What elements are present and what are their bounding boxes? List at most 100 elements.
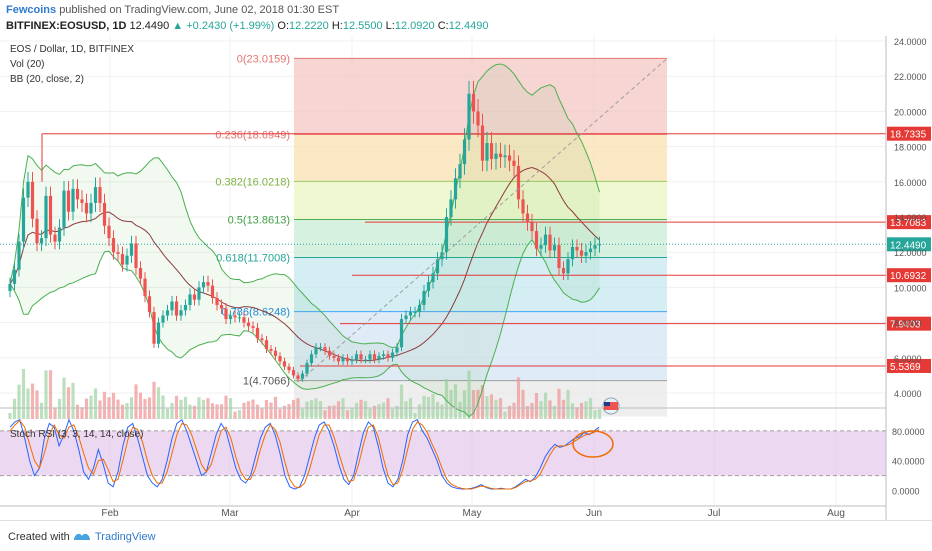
- candle-body: [458, 164, 462, 179]
- author-name[interactable]: Fewcoins: [6, 4, 57, 16]
- candle-body: [336, 357, 341, 362]
- price-tick-label: 4.0000: [894, 389, 922, 399]
- candle-body: [116, 252, 120, 254]
- candle-body: [453, 178, 458, 200]
- volume-bar: [584, 401, 588, 419]
- candle-body: [503, 155, 507, 158]
- volume-bar: [386, 398, 390, 419]
- volume-bar: [507, 405, 512, 419]
- candle-body: [332, 356, 336, 358]
- price-tick-label: 10.0000: [894, 283, 927, 293]
- price-chart[interactable]: 0(23.0159) 0.236(18.6949) 0.382(16.0218) 0.…: [0, 36, 932, 520]
- volume-bar: [39, 402, 44, 419]
- price-tag: [887, 126, 931, 141]
- volume-bar: [57, 398, 62, 419]
- fib-zone: [294, 181, 667, 220]
- volume-bar: [80, 407, 84, 419]
- candle-body: [165, 310, 170, 316]
- candle-body: [494, 153, 498, 159]
- publish-line: Fewcoins published on TradingView.com, J…: [6, 4, 339, 16]
- candle-body: [318, 347, 323, 349]
- candle-body: [309, 354, 314, 364]
- price-tick-label: 14.0000: [894, 213, 927, 223]
- volume-bar: [417, 404, 422, 419]
- price-tick-label: 16.0000: [894, 178, 927, 188]
- volume-bar: [242, 402, 246, 419]
- volume-bar: [309, 400, 314, 419]
- fib-level-label: 0.382(16.0218): [215, 176, 290, 188]
- volume-bar: [327, 405, 332, 419]
- volume-bar: [305, 401, 309, 419]
- volume-bar: [255, 404, 260, 419]
- rsi-highlight-circle: [572, 430, 614, 458]
- candle-body: [467, 93, 471, 140]
- candle-body: [26, 181, 30, 198]
- candle-body: [30, 181, 35, 219]
- fib-retracement[interactable]: 0(23.0159) 0.236(18.6949) 0.382(16.0218) 0.…: [215, 53, 667, 417]
- volume-bar: [363, 401, 368, 419]
- candle-body: [404, 315, 408, 320]
- volume-bar: [372, 405, 377, 419]
- change-up-icon: ▲: [172, 20, 184, 32]
- candle-body: [98, 187, 102, 203]
- high-value: 12.5500: [342, 20, 383, 32]
- candle-body: [413, 312, 417, 314]
- fib-zone: [294, 134, 667, 182]
- candle-body: [156, 322, 161, 344]
- low-label: L:: [385, 20, 395, 32]
- price-tick-label: 12.0000: [894, 248, 927, 258]
- candle-body: [579, 250, 584, 256]
- price-tag: [887, 316, 931, 331]
- volume-bar: [210, 403, 215, 419]
- footer: Created with TradingView: [0, 520, 932, 551]
- volume-bar: [21, 369, 26, 419]
- candle-body: [197, 287, 201, 300]
- price-tag-label: 18.7335: [890, 130, 927, 141]
- volume-bar: [548, 400, 552, 419]
- volume-bar: [359, 399, 363, 419]
- candle-body: [552, 245, 557, 251]
- volume-bar: [48, 370, 53, 419]
- fib-level-label: 0.5(13.8613): [228, 214, 290, 226]
- stoch-rsi-panel: [0, 407, 886, 507]
- candle-body: [566, 259, 570, 274]
- candle-body: [264, 340, 269, 349]
- volume-bar: [156, 387, 161, 419]
- time-tick-label: Jul: [708, 508, 721, 519]
- volume-bar: [503, 411, 507, 419]
- candle-body: [71, 188, 75, 212]
- trend-line[interactable]: [299, 58, 668, 382]
- candle-body: [426, 282, 431, 291]
- candle-body: [516, 165, 521, 200]
- tradingview-link[interactable]: TradingView: [95, 531, 156, 543]
- candle-body: [179, 310, 183, 316]
- candle-body: [435, 259, 440, 274]
- price-tick-label: 18.0000: [894, 143, 927, 153]
- price-tick-label: 24.0000: [894, 37, 927, 47]
- volume-bar: [35, 390, 39, 419]
- candle-body: [107, 225, 111, 239]
- price-change: +0.2430 (+1.99%): [186, 20, 275, 32]
- volume-bar: [98, 400, 102, 419]
- price-axis[interactable]: 24.0000 22.0000 20.0000 18.0000 16.0000 14.00…: [885, 36, 927, 520]
- fib-zone: [294, 219, 667, 258]
- volume-bar: [219, 404, 224, 419]
- fib-level-label: 0.618(11.7008): [216, 252, 290, 264]
- candle-body: [422, 290, 426, 305]
- candle-body: [462, 139, 467, 165]
- volume-bar: [165, 408, 170, 419]
- price-tick-label: 6.0000: [894, 354, 922, 364]
- time-axis[interactable]: Feb Mar Apr May Jun Jul Aug: [101, 508, 845, 519]
- volume-bar: [26, 388, 30, 419]
- last-price-label: 12.4490: [890, 240, 927, 251]
- candle-body: [8, 283, 12, 292]
- volume-bar: [206, 398, 210, 419]
- volume-bar: [525, 406, 530, 419]
- volume-bar: [134, 384, 138, 419]
- candle-body: [314, 347, 318, 355]
- time-tick-label: Feb: [101, 508, 119, 519]
- volume-bar: [593, 410, 597, 419]
- fib-level-label: 0.236(18.6949): [215, 129, 290, 141]
- volume-bar: [53, 407, 57, 419]
- candle-body: [597, 244, 602, 246]
